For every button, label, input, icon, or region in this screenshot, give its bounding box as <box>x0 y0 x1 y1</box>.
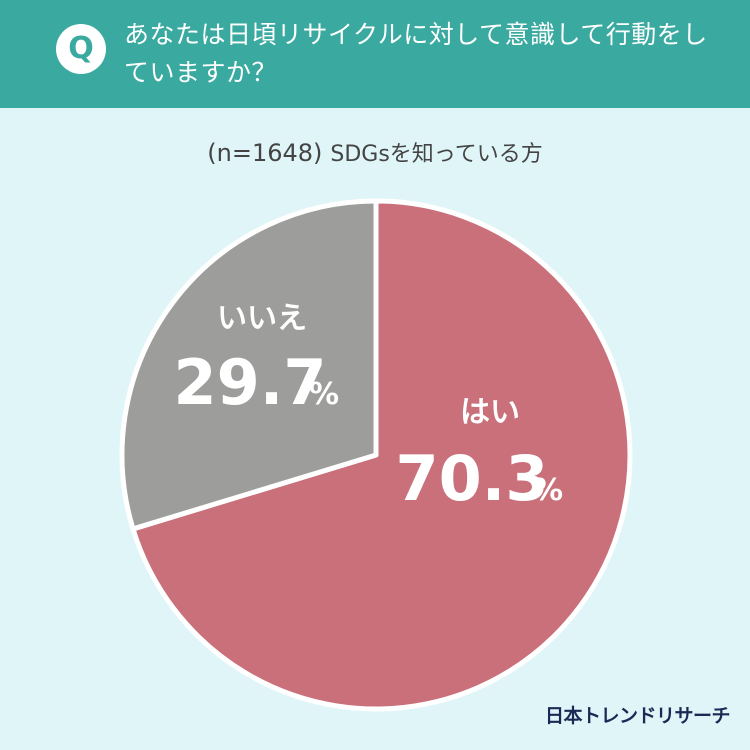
question-header: Q あなたは日頃リサイクルに対して意識して行動をしていますか？ <box>0 0 750 108</box>
sample-size: (n=1648) <box>207 139 323 167</box>
brand-logo: 日本トレンドリサーチ <box>544 705 731 727</box>
slice-no-value: 29.7 <box>174 346 327 419</box>
slice-no-label: いいえ <box>217 301 307 336</box>
slice-no-unit: % <box>309 377 339 412</box>
slice-no <box>119 198 379 532</box>
slice-yes-value: 70.3 <box>396 442 549 515</box>
question-text: あなたは日頃リサイクルに対して意識して行動をしていますか？ <box>124 20 708 87</box>
q-badge: Q <box>56 24 106 74</box>
respondent-group: SDGsを知っている方 <box>330 142 543 167</box>
chart-subtitle: (n=1648) SDGsを知っている方 <box>0 138 750 170</box>
slice-yes-label: はい <box>460 395 520 430</box>
slice-yes-unit: % <box>533 473 563 508</box>
slice-yes <box>130 198 633 712</box>
